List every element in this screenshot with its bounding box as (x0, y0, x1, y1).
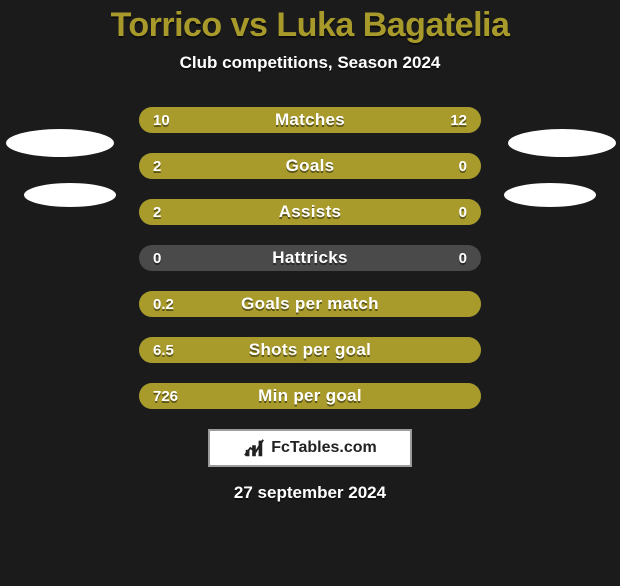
stat-label: Matches (139, 107, 481, 133)
stat-label: Min per goal (139, 383, 481, 409)
player-shadow-ellipse (504, 183, 596, 207)
branding-badge: FcTables.com (208, 429, 412, 467)
stat-label: Goals (139, 153, 481, 179)
stat-value-right: 0 (459, 245, 467, 271)
stat-label: Shots per goal (139, 337, 481, 363)
stat-value-right: 12 (450, 107, 467, 133)
footer-date: 27 september 2024 (0, 483, 620, 503)
stat-value-left: 0.2 (153, 291, 174, 317)
player-shadow-ellipse (508, 129, 616, 157)
stat-row: Min per goal726 (139, 383, 481, 409)
player-shadow-ellipse (24, 183, 116, 207)
stat-label: Hattricks (139, 245, 481, 271)
bar-chart-icon (243, 437, 265, 459)
stat-row: Goals per match0.2 (139, 291, 481, 317)
stat-value-left: 2 (153, 199, 161, 225)
player-shadow-ellipse (6, 129, 114, 157)
stat-value-left: 726 (153, 383, 178, 409)
stat-row: Hattricks0 0 (139, 245, 481, 271)
stat-bars: Matches1012Goals20Assists20Hattricks00Go… (139, 107, 481, 409)
stat-value-left: 10 (153, 107, 170, 133)
stat-row: Assists2 0 (139, 199, 481, 225)
stat-value-left: 6.5 (153, 337, 174, 363)
branding-text: FcTables.com (271, 439, 377, 457)
subtitle: Club competitions, Season 2024 (0, 53, 620, 73)
page-title: Torrico vs Luka Bagatelia (0, 6, 620, 45)
stat-value-right: 0 (459, 153, 467, 179)
stat-value-right: 0 (459, 199, 467, 225)
stat-row: Goals2 0 (139, 153, 481, 179)
stat-value-left: 0 (153, 245, 161, 271)
stat-row: Shots per goal6.5 (139, 337, 481, 363)
stat-label: Goals per match (139, 291, 481, 317)
stat-value-left: 2 (153, 153, 161, 179)
stat-label: Assists (139, 199, 481, 225)
stat-row: Matches10 12 (139, 107, 481, 133)
